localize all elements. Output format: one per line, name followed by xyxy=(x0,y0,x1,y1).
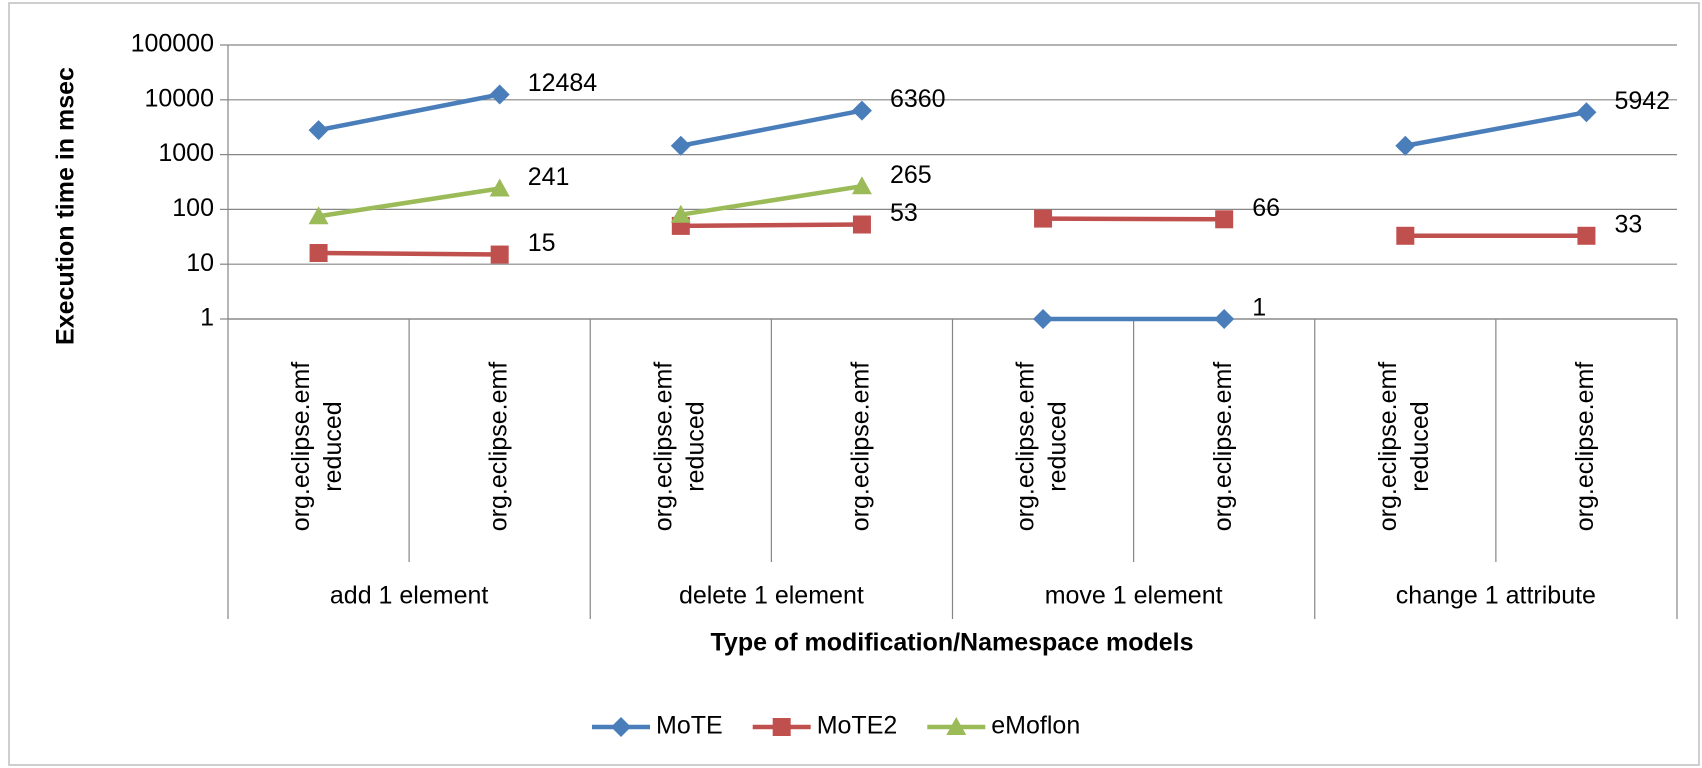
data-point xyxy=(670,135,691,156)
y-axis-title: Execution time in msec xyxy=(52,67,80,345)
y-tick-label: 10000 xyxy=(144,84,214,112)
data-point xyxy=(1033,309,1054,329)
series-line xyxy=(680,222,862,229)
x-tick-label: reduced xyxy=(1044,401,1072,491)
data-point xyxy=(851,176,872,195)
x-tick-label: org.eclipse.emf xyxy=(649,362,677,532)
data-label: 1 xyxy=(1252,294,1266,322)
data-point xyxy=(852,215,871,234)
data-point xyxy=(309,244,328,263)
series-line xyxy=(318,186,501,219)
x-tick-label: reduced xyxy=(681,401,709,491)
data-point xyxy=(308,120,329,141)
series-line xyxy=(318,92,501,133)
data-point xyxy=(1577,226,1596,245)
series-line xyxy=(680,108,863,148)
data-label: 15 xyxy=(528,229,556,257)
group-label: delete 1 element xyxy=(679,582,864,610)
group-label: change 1 attribute xyxy=(1396,582,1596,610)
data-point xyxy=(490,245,509,264)
data-point xyxy=(670,204,691,223)
legend-marker xyxy=(946,717,967,735)
legend-label: MoTE xyxy=(656,712,723,740)
data-label: 33 xyxy=(1614,210,1642,238)
x-tick-label: org.eclipse.emf xyxy=(1374,362,1402,532)
data-label: 265 xyxy=(890,161,932,189)
y-tick-label: 1000 xyxy=(158,139,214,167)
data-point xyxy=(851,100,872,121)
y-tick-label: 10 xyxy=(186,249,214,277)
series-line xyxy=(1404,109,1587,148)
group-label: move 1 element xyxy=(1045,582,1223,610)
legend-marker xyxy=(611,717,631,737)
data-label: 5942 xyxy=(1614,87,1670,115)
y-tick-label: 1 xyxy=(200,304,214,332)
group-label: add 1 element xyxy=(330,582,489,610)
legend-label: eMoflon xyxy=(991,712,1080,740)
data-point xyxy=(1576,102,1597,123)
series-line xyxy=(318,250,500,257)
data-point xyxy=(1215,210,1234,229)
y-tick-label: 100000 xyxy=(131,30,214,58)
series-line xyxy=(1043,216,1225,222)
data-label: 6360 xyxy=(890,85,946,113)
data-point xyxy=(1214,309,1235,329)
data-point xyxy=(489,178,510,197)
data-point xyxy=(1034,209,1053,228)
data-label: 66 xyxy=(1252,194,1280,222)
data-label: 53 xyxy=(890,199,918,227)
data-label: 12484 xyxy=(528,69,598,97)
data-point xyxy=(308,206,329,225)
series-line xyxy=(680,183,863,217)
x-tick-label: reduced xyxy=(1406,401,1434,491)
legend-label: MoTE2 xyxy=(817,712,898,740)
x-tick-label: org.eclipse.emf xyxy=(1012,362,1040,532)
x-tick-label: org.eclipse.emf xyxy=(287,362,315,532)
legend-marker xyxy=(772,718,791,736)
data-point xyxy=(489,84,510,105)
x-axis-title: Type of modification/Namespace models xyxy=(711,629,1194,657)
x-tick-label: reduced xyxy=(319,401,347,491)
x-tick-label: org.eclipse.emf xyxy=(484,362,512,532)
data-point xyxy=(1395,135,1416,156)
x-tick-label: org.eclipse.emf xyxy=(1571,362,1599,532)
x-tick-label: org.eclipse.emf xyxy=(847,362,875,532)
y-tick-label: 100 xyxy=(172,194,214,222)
data-label: 241 xyxy=(528,163,570,191)
data-point xyxy=(1396,226,1415,245)
x-tick-label: org.eclipse.emf xyxy=(1209,362,1237,532)
chart-frame xyxy=(8,2,1700,766)
